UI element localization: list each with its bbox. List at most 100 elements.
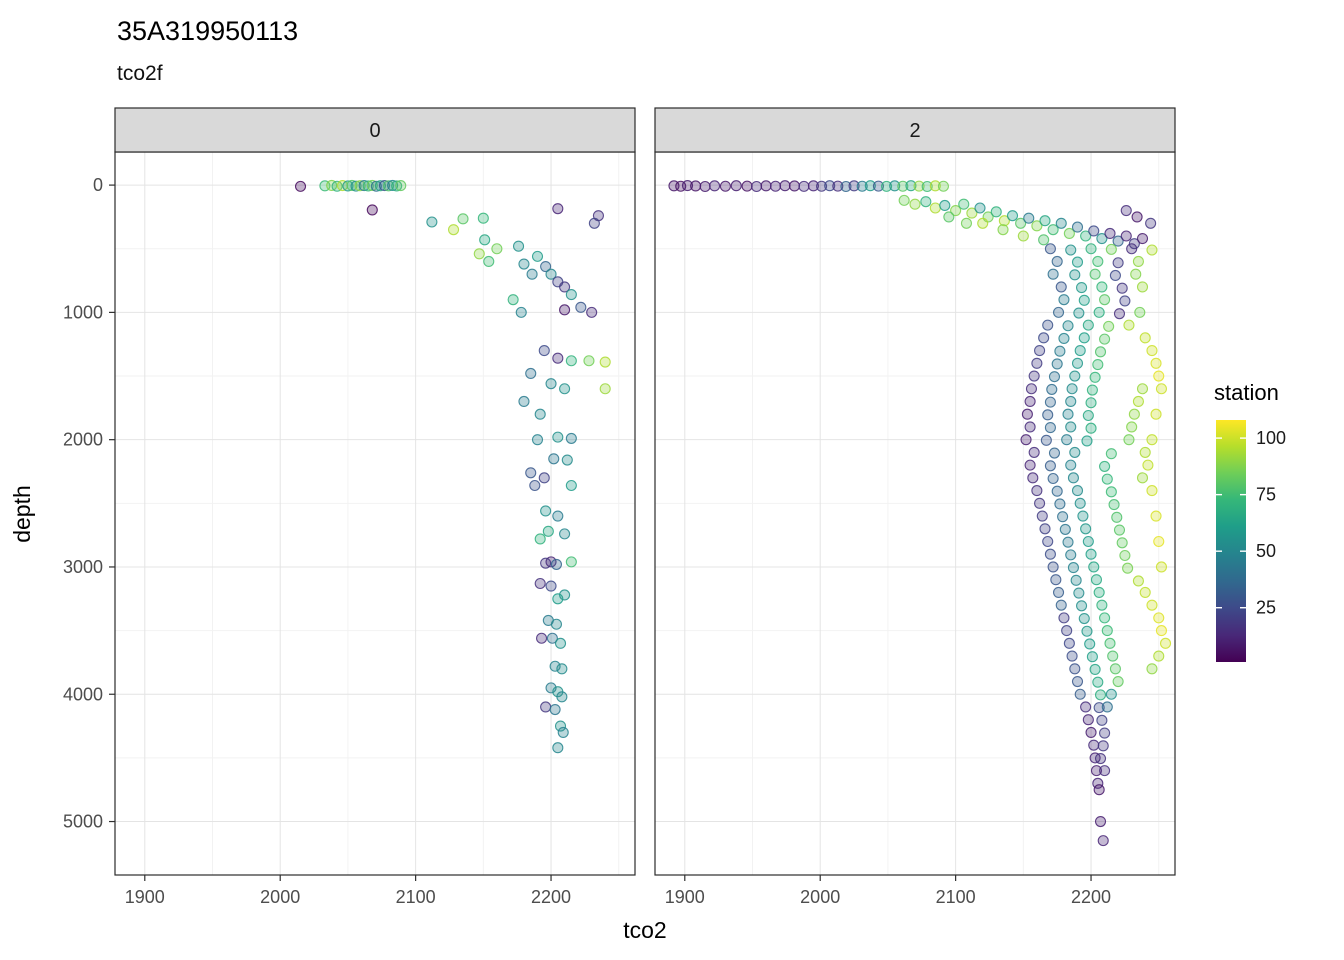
scatter-point <box>681 180 694 192</box>
scatter-point <box>529 479 541 492</box>
scatter-point <box>1093 784 1105 796</box>
x-tick-label: 1900 <box>125 887 165 907</box>
scatter-point <box>1145 217 1157 229</box>
facet-strip-label-0: 0 <box>369 120 380 142</box>
scatter-point <box>1071 256 1084 268</box>
scatter-point <box>1113 524 1126 536</box>
scatter-point <box>1076 282 1088 294</box>
scatter-point <box>1058 612 1070 624</box>
scatter-point <box>998 215 1010 227</box>
scatter-point <box>1139 446 1151 458</box>
scatter-point <box>1146 599 1158 611</box>
scatter-point <box>1034 345 1046 357</box>
scatter-point <box>1088 225 1100 237</box>
scatter-point <box>1082 319 1094 331</box>
scatter-point <box>848 180 860 192</box>
scatter-point <box>1085 422 1097 434</box>
scatter-point <box>1099 333 1111 345</box>
scatter-point <box>1116 537 1128 549</box>
scatter-point <box>391 180 403 192</box>
scatter-point <box>1136 472 1149 484</box>
scatter-point <box>709 180 721 192</box>
scatter-point <box>1074 497 1086 509</box>
scatter-point <box>370 180 382 192</box>
minor-gridlines <box>655 152 1175 875</box>
scatter-point <box>1040 434 1052 446</box>
scatter-point <box>536 632 548 644</box>
scatter-point <box>1051 358 1063 370</box>
scatter-point <box>1094 752 1107 765</box>
scatter-point <box>1055 599 1067 611</box>
scatter-point <box>382 180 395 192</box>
scatter-point <box>1092 359 1104 371</box>
scatter-point <box>1065 549 1077 561</box>
scatter-point <box>599 383 611 395</box>
scatter-point <box>1096 714 1108 726</box>
scatter-point <box>366 179 378 192</box>
facet-panel-2: 1900 2000 2100 2200 <box>654 151 1176 907</box>
scatter-point <box>1131 211 1143 223</box>
scatter-point <box>1103 320 1115 332</box>
scatter-point <box>1090 765 1103 777</box>
scatter-point <box>1051 255 1063 268</box>
scatter-point <box>1155 383 1168 395</box>
scatter-point <box>556 691 568 703</box>
scatter-point <box>1112 675 1124 688</box>
scatter-point <box>1063 227 1075 240</box>
scatter-point <box>1126 421 1138 433</box>
scatter-point <box>1094 815 1107 828</box>
scatter-point <box>552 593 564 605</box>
scatter-point <box>556 663 568 675</box>
facet-strip-0 <box>114 107 636 153</box>
scatter-point <box>507 294 519 306</box>
scatter-point <box>540 505 552 517</box>
legend-tick-label: 50 <box>1256 541 1276 561</box>
scatter-point <box>550 558 563 570</box>
scatter-point <box>1107 650 1119 662</box>
x-tick-label: 2100 <box>396 887 436 907</box>
scatter-point <box>1081 625 1093 637</box>
scatter-point <box>552 431 564 443</box>
y-axis: 0 1000 2000 3000 4000 5000 <box>63 175 115 832</box>
scatter-point <box>1071 675 1084 688</box>
scatter-point <box>997 224 1009 236</box>
scatter-point <box>346 179 358 192</box>
scatter-point <box>760 180 772 192</box>
scatter-point <box>550 618 563 630</box>
scatter-point <box>1146 345 1158 357</box>
scatter-point <box>1046 383 1058 395</box>
scatter-point <box>1025 383 1038 395</box>
scatter-point <box>531 434 544 446</box>
scatter-point <box>1130 268 1142 280</box>
scatter-point <box>1085 548 1097 560</box>
scatter-point <box>559 383 571 395</box>
legend-title: station <box>1214 380 1279 405</box>
scatter-point <box>362 180 374 192</box>
scatter-point <box>1116 282 1128 294</box>
scatter-point <box>881 180 893 192</box>
scatter-point <box>1128 408 1140 420</box>
scatter-point <box>730 180 742 192</box>
scatter-point <box>1092 676 1104 688</box>
scatter-point <box>1150 510 1162 522</box>
scatter-point <box>921 180 933 193</box>
legend-colorbar: station 100 75 50 25 <box>1214 380 1286 662</box>
scatter-point <box>378 180 391 192</box>
scatter-point <box>1105 688 1117 700</box>
scatter-point <box>832 180 844 192</box>
scatter-point <box>1153 650 1165 662</box>
scatter-point <box>719 180 731 192</box>
scatter-point <box>1077 510 1089 522</box>
scatter-point <box>512 240 525 252</box>
scatter-point <box>477 212 489 224</box>
legend-tick-label: 100 <box>1256 428 1286 448</box>
scatter-point <box>426 216 438 228</box>
scatter-point <box>1078 332 1090 344</box>
scatter-point <box>1059 523 1071 535</box>
scatter-point <box>966 207 978 219</box>
x-tick-label: 1900 <box>665 887 705 907</box>
scatter-point <box>1136 233 1149 245</box>
scatter-point <box>1065 459 1077 471</box>
scatter-point <box>545 580 557 592</box>
